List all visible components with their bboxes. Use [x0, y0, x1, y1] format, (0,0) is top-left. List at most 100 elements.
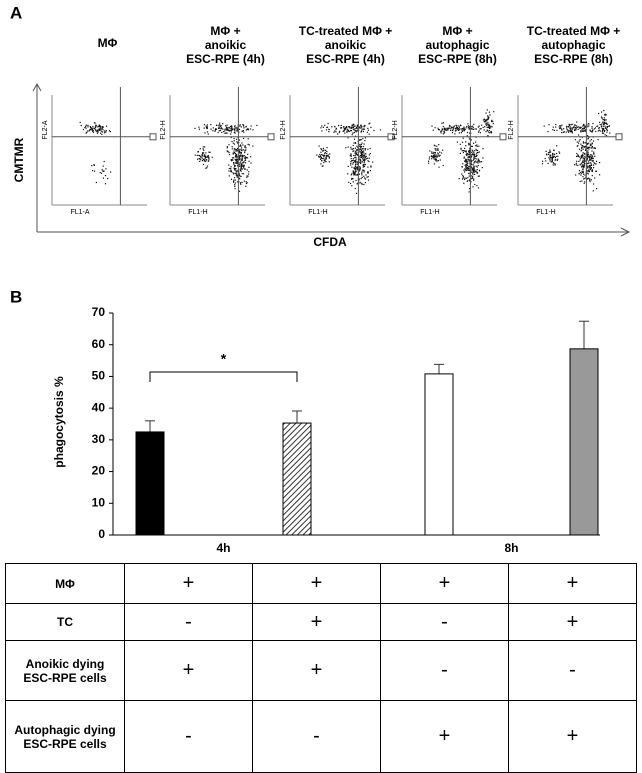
flow-dot [596, 188, 598, 190]
flow-dot [206, 156, 208, 158]
flow-dot [602, 122, 604, 124]
flow-dot [485, 122, 487, 124]
flow-dot [90, 127, 92, 129]
flow-dot [582, 165, 584, 167]
flow-dot [574, 129, 576, 131]
flow-dot [323, 154, 325, 157]
flow-dot [354, 125, 356, 127]
flow-dot [590, 154, 592, 156]
flow-dot [479, 128, 481, 130]
flow-dot [464, 171, 466, 173]
flow-dot [244, 168, 246, 170]
flow-dot [475, 141, 477, 143]
flow-dot [194, 154, 196, 156]
flow-dot [237, 164, 239, 166]
flow-dot [589, 167, 591, 169]
flow-dot [583, 166, 585, 168]
flow-dot [328, 161, 330, 163]
flow-dot [355, 158, 357, 160]
flow-dot [474, 173, 476, 175]
flow-dot [203, 154, 205, 156]
flow-dot [353, 166, 355, 169]
flow-dot [465, 158, 467, 160]
flow-dot [99, 129, 101, 131]
flow-dot [457, 128, 459, 130]
flow-dot [431, 151, 433, 153]
flow-dot [230, 170, 232, 172]
flow-dot [438, 129, 440, 131]
flow-dot [587, 150, 589, 152]
flow-dot [467, 169, 469, 171]
flow-dot [234, 126, 236, 128]
flow-dot [476, 149, 478, 151]
flow-dot [435, 158, 437, 161]
flow-dot [245, 182, 248, 185]
flow-dot [436, 154, 438, 156]
flow-dot [587, 172, 589, 174]
flow-dot [356, 154, 358, 156]
flow-dot [590, 147, 592, 149]
table-row: Anoikic dying ESC-RPE cells + + - - [5, 640, 637, 701]
row-header: Autophagic dying ESC-RPE cells [5, 700, 125, 773]
flow-dot [215, 128, 217, 130]
flow-dot [234, 172, 236, 174]
flow-dot [354, 164, 357, 166]
flow-dot [352, 170, 354, 172]
group-label: 8h [504, 541, 518, 555]
flow-dot [319, 155, 322, 157]
flow-dot [239, 145, 241, 147]
flow-dot [467, 162, 469, 164]
flow-dot [549, 158, 551, 160]
flow-dot [477, 164, 479, 167]
flow-dot [559, 127, 562, 129]
flow-dot [591, 131, 593, 133]
flow-dot [460, 128, 462, 130]
flow-dot [591, 145, 593, 148]
flow-dot [93, 164, 95, 166]
flow-dot [237, 147, 239, 150]
flow-dot [484, 119, 486, 121]
flow-dot [433, 151, 435, 153]
flow-dot [592, 140, 595, 142]
flow-dot [435, 148, 437, 150]
flow-dot [472, 177, 474, 179]
flow-dot [583, 127, 585, 129]
flow-dot [487, 126, 489, 129]
flow-dot [601, 123, 603, 125]
flow-dot [199, 148, 201, 150]
flow-dot [463, 169, 465, 171]
flow-dot [245, 126, 247, 128]
flow-dot [601, 129, 604, 131]
flow-dot [103, 160, 105, 163]
flow-dot [241, 162, 243, 164]
flow-dot [586, 165, 588, 167]
arrow-head [32, 82, 631, 237]
flow-dot [588, 146, 591, 148]
flow-dot [586, 142, 588, 145]
flow-dot [239, 168, 241, 170]
flow-dot [228, 170, 230, 172]
flow-dot [335, 128, 337, 130]
flow-dot [559, 128, 561, 130]
flow-dot [356, 145, 358, 147]
flow-dot [362, 128, 364, 130]
flow-dot [467, 177, 469, 179]
flow-dot [379, 129, 381, 131]
flow-dot [209, 151, 211, 153]
flow-dot [472, 150, 474, 152]
flow-dot [222, 128, 224, 130]
flow-dot [221, 131, 223, 133]
flow-dot [237, 158, 239, 161]
flow-dot [443, 132, 446, 134]
flow-dot [591, 170, 593, 172]
flow-dot [587, 160, 590, 162]
flow-dot [477, 161, 479, 163]
flow-dot [248, 144, 250, 146]
flow-dot [231, 157, 234, 159]
flow-dot [361, 129, 363, 131]
flow-dot [367, 148, 369, 150]
flow-dot [218, 124, 220, 126]
flow-dot [571, 131, 573, 134]
flow-dot [228, 175, 230, 177]
flow-dot [595, 160, 598, 162]
